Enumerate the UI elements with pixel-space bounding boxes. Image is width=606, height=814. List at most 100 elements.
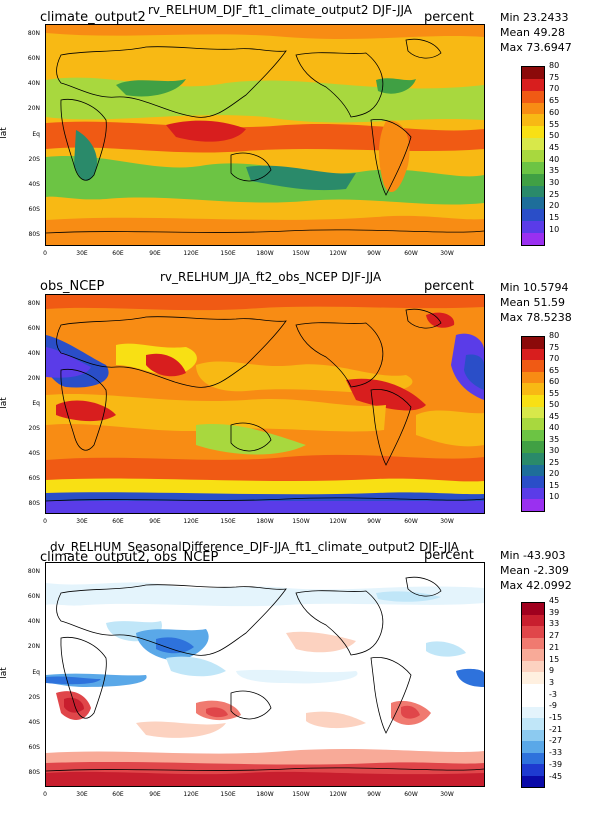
lat-tick: Eq [32,400,40,407]
colorbar-label: 50 [549,400,560,409]
colorbar [521,336,545,512]
colorbar-swatch [522,695,544,707]
lat-tick: 40N [27,350,40,357]
lon-tick: 120E [183,250,199,257]
colorbar-swatch [522,452,544,465]
lat-tick: 80S [28,500,40,507]
colorbar-label: 60 [549,377,560,386]
colorbar-swatch [522,138,544,151]
colorbar-label: 80 [549,331,560,340]
colorbar-label: 65 [549,96,560,106]
colorbar-swatch [522,233,544,245]
colorbar-swatch [522,394,544,407]
lat-tick: 60N [27,593,40,600]
colorbar-label: -45 [549,771,563,781]
colorbar-swatch [522,150,544,162]
lon-tick: 90W [367,250,381,257]
lat-tick: 40N [27,80,40,87]
lon-tick: 60W [404,791,418,798]
lon-tick: 90E [149,250,161,257]
stats-box: Min 23.2433 Mean 49.28 Max 73.6947 [500,10,600,55]
lat-tick: 20S [28,156,40,163]
colorbar-swatch [522,764,544,776]
lon-tick: 120E [183,518,199,525]
lat-tick: 20N [27,375,40,382]
colorbar-swatch [522,603,544,615]
colorbar-label: 15 [549,213,560,223]
colorbar-label: 45 [549,596,560,605]
colorbar-swatch [522,126,544,139]
colorbar-label: 30 [549,446,560,455]
colorbar-label: 30 [549,178,560,187]
stats-box: Min -43.903 Mean -2.309 Max 42.0992 [500,548,600,593]
colorbar-label: 20 [549,469,560,478]
colorbar-label: 33 [549,619,560,629]
panel-right-title: percent [424,279,474,294]
lon-tick: 30E [76,518,88,525]
lon-tick: 180W [256,250,274,257]
colorbar-swatch [522,487,544,500]
colorbar-swatch [522,360,544,372]
lat-tick: 80N [27,300,40,307]
stat-mean: Mean 51.59 [500,296,565,309]
lon-tick: 120W [329,791,347,798]
lat-tick: 40S [28,181,40,188]
colorbar-swatch [522,752,544,764]
colorbar-label: 70 [549,354,560,363]
lat-tick: 40S [28,719,40,726]
lon-tick: 30E [76,250,88,257]
colorbar-swatch [522,67,544,79]
colorbar-label: 40 [549,154,560,164]
lat-tick: Eq [32,131,40,138]
lat-tick: 80S [28,769,40,776]
colorbar-swatch [522,406,544,419]
colorbar-swatch [522,221,544,234]
panel-left-title: climate_output2 [40,10,146,25]
stat-max: Max 42.0992 [500,579,572,592]
colorbar-label: -3 [549,689,557,699]
lon-tick: 0 [43,518,47,525]
lon-tick: 30E [76,791,88,798]
colorbar-label: 10 [549,492,560,501]
panel-1: rv_RELHUM_DJF_ft1_climate_output2 DJF-JJ… [0,0,606,270]
lat-tick: 20S [28,694,40,701]
colorbar-swatch [522,626,544,638]
lon-tick: 180W [256,518,274,525]
colorbar-label: 15 [549,654,560,664]
colorbar-label: 75 [549,342,560,352]
lat-tick: 20S [28,425,40,432]
lon-tick: 90W [367,518,381,525]
colorbar-swatch [522,637,544,649]
colorbar-swatch [522,209,544,222]
colorbar-label: 15 [549,480,560,490]
colorbar [521,66,545,246]
colorbar-label: 27 [549,631,560,641]
panel-right-title: percent [424,10,474,25]
lat-tick: 60S [28,475,40,482]
lat-tick: 20N [27,105,40,112]
panel-3: dv_RELHUM_SeasonalDifference_DJF-JJA_ft1… [0,540,606,814]
lat-tick: 60N [27,55,40,62]
colorbar-swatch [522,741,544,753]
lon-tick: 90E [149,518,161,525]
lat-tick: 40S [28,450,40,457]
stat-min: Min 10.5794 [500,281,569,294]
colorbar-swatch [522,371,544,384]
colorbar-label: -15 [549,713,563,722]
colorbar-label: 60 [549,107,560,117]
lat-tick: 60S [28,206,40,213]
lon-tick: 150E [220,250,236,257]
colorbar-label: -9 [549,701,557,711]
stat-max: Max 78.5238 [500,311,572,324]
colorbar-label: 21 [549,642,560,652]
lon-tick: 0 [43,791,47,798]
colorbar-swatch [522,348,544,361]
colorbar-label: 75 [549,72,560,82]
lon-tick: 150E [220,791,236,798]
lon-tick: 120E [183,791,199,798]
colorbar-label: 10 [549,224,560,234]
colorbar-label: -27 [549,736,563,746]
lat-tick: 80N [27,568,40,575]
colorbar-label: -21 [549,724,563,734]
lon-tick: 150E [220,518,236,525]
